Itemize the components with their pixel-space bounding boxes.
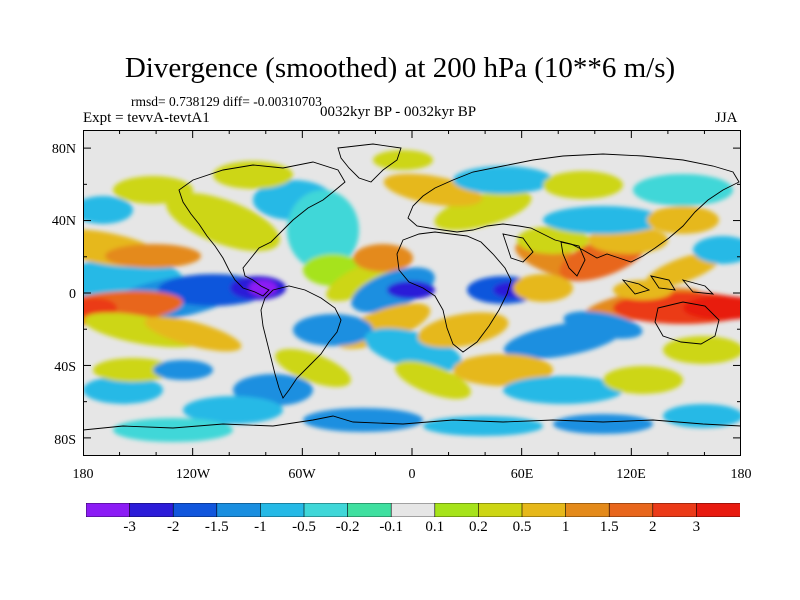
colorbar-label: -1.5 — [204, 519, 229, 535]
contour-region — [83, 196, 133, 224]
contour-region — [373, 150, 433, 170]
contour-region — [503, 376, 623, 404]
coast-maritime-continent — [621, 275, 715, 295]
colorbar-label: -0.2 — [335, 519, 360, 535]
lat-label-40n: 40N — [51, 214, 76, 229]
colorbar-label: -2 — [166, 519, 180, 535]
colorbar-label: 0.2 — [469, 519, 488, 535]
coast-greenland — [337, 143, 402, 183]
contour-region — [647, 206, 719, 234]
period-label: 0032kyr BP - 0032kyr BP — [320, 104, 477, 120]
contour-region — [364, 328, 462, 372]
colorbar-swatch — [434, 503, 480, 517]
contour-region — [633, 174, 733, 206]
contour-region — [693, 236, 741, 264]
colorbar-label: 1 — [561, 519, 570, 535]
colorbar-swatch — [696, 503, 740, 517]
contour-region — [166, 192, 280, 252]
lon-label-60e: 60E — [510, 467, 534, 482]
contour-region — [417, 312, 509, 348]
contour-region — [153, 360, 213, 380]
contour-region — [553, 414, 653, 434]
contour-region — [663, 404, 741, 428]
contour-region — [513, 274, 573, 302]
colorbar — [86, 503, 740, 517]
colorbar-swatch — [129, 503, 174, 517]
coast-south-america — [260, 285, 342, 399]
colorbar-label: -0.1 — [379, 519, 404, 535]
colorbar-swatch — [172, 503, 218, 517]
contour-region — [113, 418, 233, 442]
colorbar-label: 3 — [692, 519, 701, 535]
colorbar-label: 0.1 — [425, 519, 445, 535]
colorbar-swatch — [390, 503, 436, 517]
contour-region — [275, 349, 351, 387]
contour-region — [249, 280, 277, 296]
chart-title: Divergence (smoothed) at 200 hPa (10**6 … — [124, 52, 676, 84]
contour-region — [93, 358, 173, 382]
experiment-label: Expt = tevvA-tevtA1 — [83, 110, 210, 126]
coast-eurasia — [407, 153, 740, 263]
colorbar-swatch — [347, 503, 393, 517]
colorbar-label: -3 — [123, 519, 136, 535]
contour-region — [387, 281, 435, 299]
contour-region — [395, 361, 471, 399]
lat-label-80s: 80S — [54, 433, 76, 448]
coastlines — [83, 143, 741, 431]
contour-region — [683, 296, 741, 320]
colorbar-swatch — [86, 503, 131, 517]
lon-label-0: 0 — [408, 467, 416, 482]
colorbar-label: 1.5 — [599, 519, 619, 535]
stats-line: rmsd= 0.738129 diff= -0.00310703 — [131, 94, 322, 109]
colorbar-swatch — [521, 503, 567, 517]
colorbar-label: -0.5 — [292, 519, 316, 535]
contour-region — [303, 408, 423, 432]
lon-label-120e: 120E — [616, 467, 646, 482]
contour-region — [603, 366, 683, 394]
axis-ticks — [83, 130, 741, 456]
colorbar-label: 2 — [649, 519, 657, 535]
colorbar-swatch — [478, 503, 523, 517]
colorbar-label: -1 — [254, 519, 267, 535]
lon-label-180e: 180 — [730, 467, 752, 482]
contour-region — [503, 321, 623, 359]
contour-region — [293, 314, 373, 346]
colorbar-swatch — [608, 503, 654, 517]
contour-region — [517, 226, 589, 254]
contour-region — [105, 244, 201, 268]
contour-region — [144, 316, 242, 352]
lat-label-40s: 40S — [54, 360, 76, 375]
contour-region — [453, 354, 553, 386]
divergence-map — [83, 130, 741, 456]
contour-region — [83, 376, 163, 404]
colorbar-swatch — [260, 503, 305, 517]
contour-region — [113, 176, 193, 204]
contour-region — [543, 171, 623, 199]
coast-arabia-india — [502, 233, 586, 277]
coast-africa — [396, 231, 512, 353]
contour-region — [453, 166, 553, 194]
coast-australia — [654, 301, 720, 345]
season-label: JJA — [715, 110, 738, 126]
contour-region — [543, 206, 663, 234]
colorbar-swatch — [565, 503, 611, 517]
contour-region — [434, 189, 532, 231]
contour-field — [83, 150, 741, 442]
contour-region — [353, 244, 413, 272]
contour-region — [663, 336, 741, 364]
contour-region — [423, 416, 543, 436]
lon-label-120w: 120W — [175, 467, 211, 482]
lon-label-60w: 60W — [288, 467, 316, 482]
map-panel — [83, 130, 741, 456]
lat-label-80n: 80N — [51, 142, 76, 157]
contour-region — [183, 396, 283, 424]
colorbar-swatch — [652, 503, 698, 517]
colorbar-swatch — [303, 503, 349, 517]
lat-label-eq: 0 — [69, 287, 76, 302]
lon-label-180w: 180 — [72, 467, 94, 482]
coast-north-america — [178, 161, 346, 297]
colorbar-label: 0.5 — [512, 519, 532, 535]
colorbar-swatch — [216, 503, 262, 517]
coast-antarctica — [83, 415, 741, 431]
